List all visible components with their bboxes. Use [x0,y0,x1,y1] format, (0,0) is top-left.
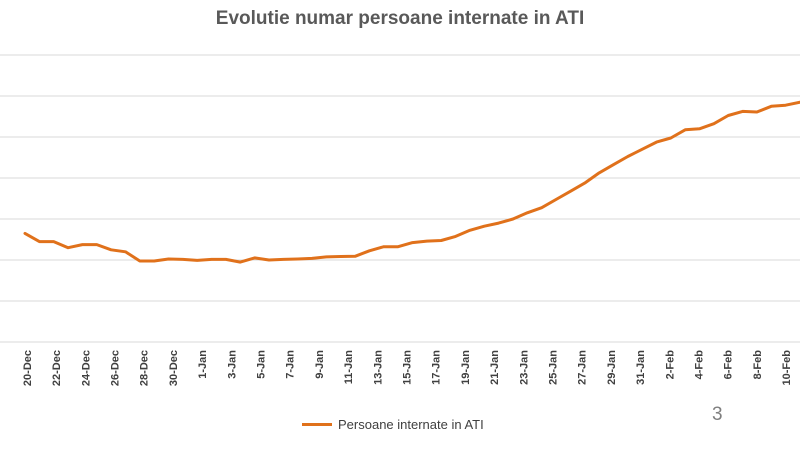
x-tick-label: 26-Dec [110,350,122,386]
x-tick-label: 29-Jan [606,350,618,385]
chart-title: Evolutie numar persoane internate in ATI [215,8,585,29]
x-tick-label: 10-Feb [781,350,793,386]
x-tick-label: 8-Feb [752,350,764,380]
x-tick-label: 25-Jan [548,350,560,385]
x-tick-label: 6-Feb [723,350,735,380]
x-tick-label: 7-Jan [285,350,297,379]
x-tick-label: 21-Jan [489,350,501,385]
x-tick-label: 5-Jan [256,350,268,379]
x-tick-label: 22-Dec [51,350,63,386]
x-tick-label: 27-Jan [577,350,589,385]
x-tick-label: 17-Jan [431,350,443,385]
slide-number: 3 [712,404,723,425]
x-tick-label: 19-Jan [460,350,472,385]
x-tick-label: 9-Jan [314,350,326,379]
x-tick-label: 23-Jan [518,350,530,385]
legend-label: Persoane internate in ATI [338,416,484,432]
x-tick-label: 24-Dec [80,350,92,386]
gridlines [0,54,800,343]
x-tick-label: 28-Dec [139,350,151,386]
x-tick-label: 30-Dec [168,350,180,386]
x-tick-label: 3-Jan [226,350,238,379]
legend-swatch [302,422,332,426]
x-tick-label: 31-Jan [635,350,647,385]
x-tick-label: 13-Jan [372,350,384,385]
x-tick-label: 11-Jan [343,350,355,385]
series-line-persoane-internate [23,100,800,264]
legend: Persoane internate in ATI [302,415,484,433]
x-tick-label: 2-Feb [664,350,676,380]
x-tick-label: 4-Feb [694,350,706,380]
x-tick-label: 20-Dec [22,350,34,386]
series-layer [23,100,800,264]
x-tick-label: 1-Jan [197,350,209,379]
x-tick-label: 15-Jan [402,350,414,385]
x-axis-tick-labels: 20-Dec 22-Dec 24-Dec 26-Dec 28-Dec 30-Dec 1-Ja… [22,350,793,386]
